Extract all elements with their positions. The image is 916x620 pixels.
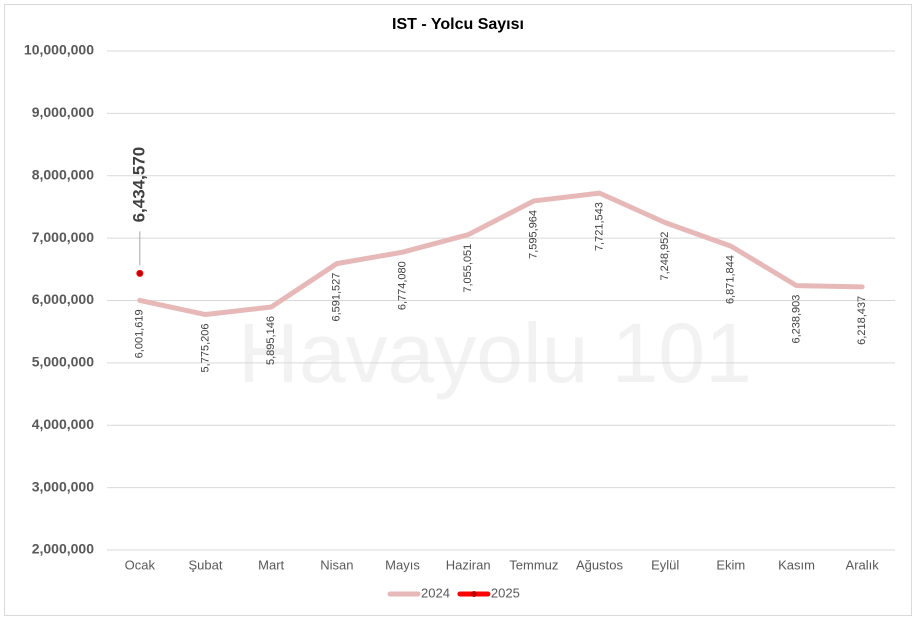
data-label: 6,434,570 [129,147,148,223]
data-label: 7,595,964 [528,210,540,259]
x-tick-label: Ocak [125,557,156,572]
x-tick-label: Ekim [716,557,745,572]
chart-border [4,4,912,616]
y-tick-label: 4,000,000 [32,416,94,432]
x-tick-label: Aralık [846,557,880,572]
x-tick-label: Mart [258,557,284,572]
legend-label: 2025 [491,585,520,600]
data-label: 6,238,903 [790,295,802,344]
chart-title: IST - Yolcu Sayısı [392,16,524,33]
data-label: 7,055,051 [462,244,474,293]
data-label: 7,248,952 [659,232,671,281]
y-tick-label: 9,000,000 [32,104,94,120]
x-tick-label: Kasım [778,557,815,572]
data-label: 5,895,146 [265,316,277,365]
x-tick-label: Haziran [446,557,491,572]
x-tick-label: Şubat [189,557,223,572]
y-tick-label: 8,000,000 [32,166,94,182]
x-tick-label: Eylül [651,557,679,572]
legend-marker [470,591,477,597]
y-tick-label: 6,000,000 [32,291,94,307]
x-tick-label: Nisan [320,557,353,572]
y-tick-label: 2,000,000 [32,541,94,557]
series-line [137,190,865,318]
data-label: 6,218,437 [856,296,868,345]
data-label: 6,591,527 [331,273,343,322]
y-tick-label: 10,000,000 [24,42,94,58]
x-tick-label: Mayıs [385,557,420,572]
data-label: 5,775,206 [199,324,211,373]
watermark: Havayolu 101 [238,306,752,400]
data-point [136,269,144,277]
x-tick-label: Temmuz [509,557,558,572]
legend-label: 2024 [421,585,450,600]
data-label: 6,774,080 [396,261,408,310]
y-tick-label: 5,000,000 [32,354,94,370]
y-tick-label: 7,000,000 [32,229,94,245]
y-tick-label: 3,000,000 [32,478,94,494]
data-label: 7,721,543 [593,202,605,251]
x-tick-label: Ağustos [576,557,623,572]
data-label: 6,871,844 [725,255,737,304]
data-label: 6,001,619 [134,309,146,358]
